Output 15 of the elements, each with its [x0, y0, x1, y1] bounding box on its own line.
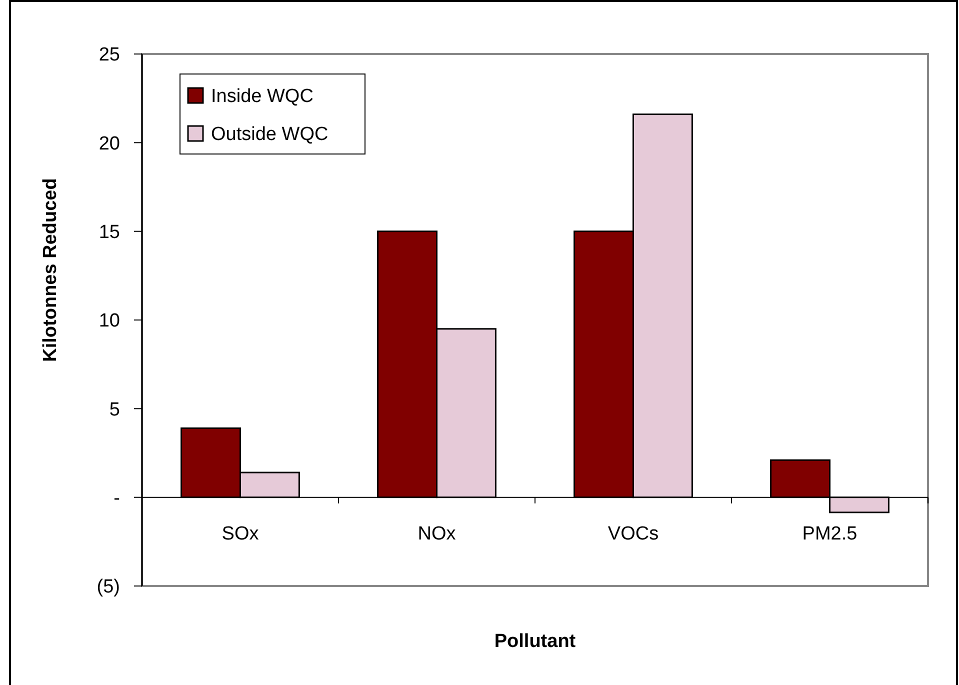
y-tick-label: -	[114, 488, 120, 509]
x-tick-label: VOCs	[608, 523, 659, 544]
x-axis-title: Pollutant	[494, 631, 576, 652]
y-tick-label: (5)	[96, 576, 120, 598]
x-tick-label: NOx	[418, 523, 456, 544]
y-tick-label: 15	[98, 222, 120, 243]
y-tick-label: 10	[98, 310, 120, 332]
y-tick-label: 5	[109, 399, 120, 420]
legend-label: Inside WQC	[211, 86, 314, 107]
legend-label: Outside WQC	[211, 124, 328, 145]
y-axis-title: Kilotonnes Reduced	[40, 178, 61, 362]
x-tick-label: PM2.5	[802, 523, 858, 544]
x-tick-label: SOx	[222, 523, 260, 544]
y-tick-label: 20	[98, 133, 120, 154]
y-tick-label: 25	[98, 44, 120, 66]
